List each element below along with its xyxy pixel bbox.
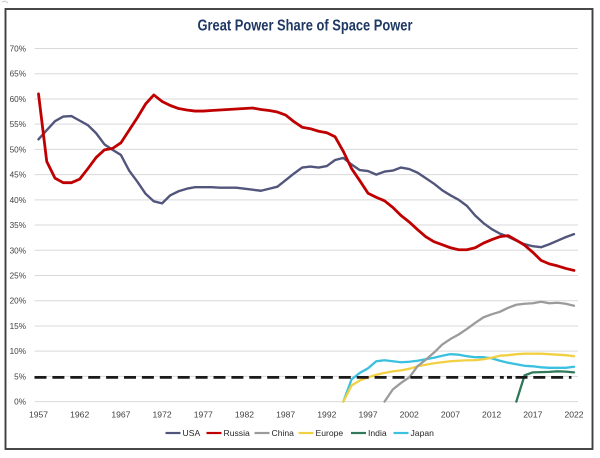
svg-text:1967: 1967 xyxy=(111,410,130,420)
svg-text:60%: 60% xyxy=(10,95,26,104)
svg-text:30%: 30% xyxy=(10,246,26,255)
svg-text:2007: 2007 xyxy=(441,410,460,420)
svg-text:Europe: Europe xyxy=(316,428,344,438)
svg-text:Great Power Share of Space Pow: Great Power Share of Space Power xyxy=(198,18,413,35)
svg-text:1997: 1997 xyxy=(358,410,377,420)
svg-text:1977: 1977 xyxy=(194,410,213,420)
svg-text:65%: 65% xyxy=(10,70,26,79)
svg-text:15%: 15% xyxy=(10,322,26,331)
svg-text:China: China xyxy=(272,428,295,438)
svg-text:55%: 55% xyxy=(10,120,26,129)
svg-text:1962: 1962 xyxy=(70,410,89,420)
svg-text:10%: 10% xyxy=(10,347,26,356)
svg-text:2012: 2012 xyxy=(482,410,501,420)
svg-text:25%: 25% xyxy=(10,271,26,280)
svg-text:50%: 50% xyxy=(10,145,26,154)
svg-text:45%: 45% xyxy=(10,171,26,180)
svg-text:0%: 0% xyxy=(14,398,26,407)
svg-text:1972: 1972 xyxy=(153,410,172,420)
svg-text:2017: 2017 xyxy=(523,410,542,420)
svg-text:2022: 2022 xyxy=(564,410,583,420)
svg-text:40%: 40% xyxy=(10,196,26,205)
svg-text:20%: 20% xyxy=(10,297,26,306)
svg-text:Japan: Japan xyxy=(411,428,435,438)
svg-text:35%: 35% xyxy=(10,221,26,230)
svg-text:70%: 70% xyxy=(10,45,26,54)
svg-text:1982: 1982 xyxy=(235,410,254,420)
svg-text:1992: 1992 xyxy=(317,410,336,420)
svg-text:1987: 1987 xyxy=(276,410,295,420)
svg-text:5%: 5% xyxy=(14,372,26,381)
svg-text:Russia: Russia xyxy=(224,428,250,438)
svg-text:1957: 1957 xyxy=(29,410,48,420)
svg-text:India: India xyxy=(368,428,387,438)
svg-text:2002: 2002 xyxy=(400,410,419,420)
svg-text:USA: USA xyxy=(183,428,201,438)
